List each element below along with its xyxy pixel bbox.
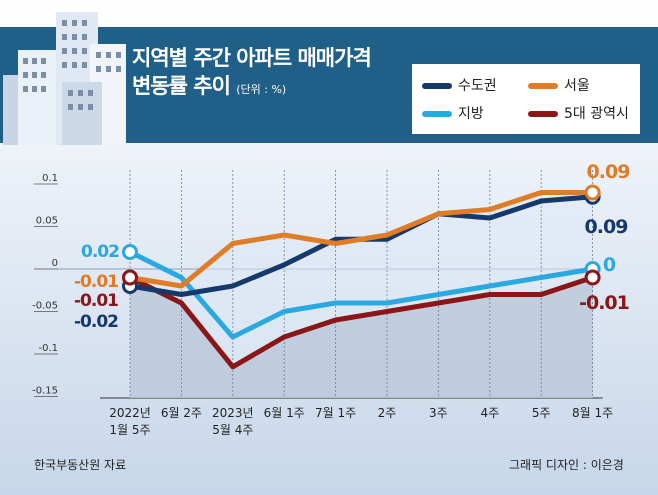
start-value-label-2: 0.02 bbox=[81, 242, 119, 262]
legend-swatch-seoul bbox=[528, 83, 558, 89]
x-axis: 2022년 1월 5주 6월 2주 2023년 5월 4주 6월 1주 7월 1주 2주 3주 4… bbox=[100, 397, 613, 437]
start-value-label-3: -0.01 bbox=[74, 291, 118, 311]
y-tick-label: -0.15 bbox=[32, 386, 58, 397]
legend-item-local: 지방 bbox=[422, 104, 484, 124]
series-line-2 bbox=[127, 249, 596, 340]
series-line-1 bbox=[127, 190, 596, 289]
endpoint-marker-3 bbox=[122, 269, 138, 286]
buildings-illustration bbox=[3, 12, 126, 145]
start-value-label-0: -0.02 bbox=[74, 312, 118, 332]
series-lines bbox=[127, 190, 596, 370]
legend-item-seoul: 서울 bbox=[528, 76, 590, 96]
x-tick-label: 1월 5주 bbox=[109, 423, 150, 437]
unit-label: (단위 : %) bbox=[236, 83, 287, 96]
x-tick-label: 2022년 bbox=[109, 406, 151, 420]
start-value-label-1: -0.01 bbox=[74, 272, 118, 292]
x-tick-label: 5월 4주 bbox=[212, 423, 253, 437]
credit-note: 그래픽 디자인 : 이은경 bbox=[509, 458, 624, 472]
legend-label-local: 지방 bbox=[458, 106, 484, 122]
y-tick-label: 0.1 bbox=[42, 173, 58, 184]
building-2 bbox=[18, 50, 56, 145]
end-value-label-0: 0.09 bbox=[585, 216, 628, 238]
legend-label-seoul: 서울 bbox=[564, 78, 590, 94]
legend-label-metro-cities: 5대 광역시 bbox=[564, 106, 629, 122]
legend-swatch-local bbox=[422, 111, 452, 117]
title-line-2: 변동률 추이 bbox=[132, 74, 231, 98]
legend-item-metro-cities: 5대 광역시 bbox=[528, 104, 629, 124]
y-tick-label: -0.05 bbox=[32, 301, 58, 312]
legend: 수도권 서울 지방 5대 광역시 bbox=[412, 64, 640, 134]
y-tick-label: 0 bbox=[52, 258, 58, 269]
endpoint-marker-1 bbox=[584, 184, 601, 201]
legend-swatch-metro bbox=[422, 83, 452, 89]
legend-swatch-metro-cities bbox=[528, 111, 558, 117]
x-tick-label: 5주 bbox=[532, 406, 551, 420]
building-windows bbox=[23, 20, 121, 110]
area-fill-metro-cities bbox=[130, 277, 593, 398]
title-line-1: 지역별 주간 아파트 매매가격 bbox=[132, 46, 372, 70]
series-line-3 bbox=[127, 275, 596, 370]
end-value-label-1: 0.09 bbox=[587, 161, 630, 183]
legend-label-metro: 수도권 bbox=[458, 78, 497, 94]
endpoint-markers bbox=[122, 184, 601, 294]
x-tick-label: 6월 2주 bbox=[161, 406, 202, 420]
x-tick-label: 7월 1주 bbox=[315, 406, 356, 420]
chart-title: 지역별 주간 아파트 매매가격 변동률 추이 (단위 : %) bbox=[132, 44, 372, 104]
endpoint-marker-3 bbox=[584, 269, 601, 286]
y-tick-label: -0.1 bbox=[38, 343, 58, 354]
legend-item-metro: 수도권 bbox=[422, 76, 497, 96]
value-labels: -0.020.09-0.010.090.020-0.01 -0.01 bbox=[74, 161, 630, 332]
x-tick-label: 6월 1주 bbox=[264, 406, 305, 420]
x-tick-label: 4주 bbox=[480, 406, 499, 420]
end-value-label-3: -0.01 bbox=[579, 292, 629, 314]
y-tick-label: 0.05 bbox=[36, 216, 58, 227]
source-note: 한국부동산원 자료 bbox=[34, 458, 127, 472]
x-tick-label: 8월 1주 bbox=[572, 406, 613, 420]
end-value-label-2: 0 bbox=[603, 254, 616, 276]
x-tick-label: 3주 bbox=[429, 406, 448, 420]
x-tick-label: 2주 bbox=[378, 406, 397, 420]
x-tick-label: 2023년 bbox=[212, 406, 254, 420]
endpoint-marker-2 bbox=[122, 244, 138, 260]
